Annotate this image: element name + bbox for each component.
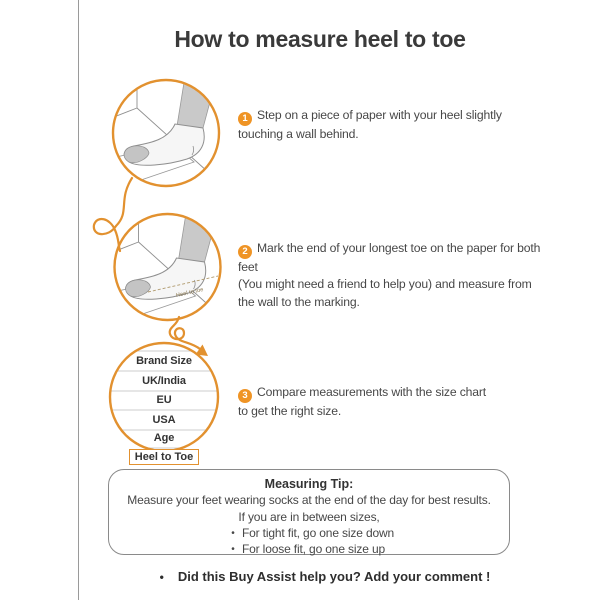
bullet-icon: • [159, 570, 164, 584]
step-1-text: Step on a piece of paper with your heel … [257, 108, 502, 122]
connector-arrowhead-icon [195, 344, 208, 356]
tip-line-1: Measure your feet wearing socks at the e… [127, 493, 491, 507]
scene-step-on-paper [114, 81, 218, 182]
foot-measurement-illustration: Heel to toe [92, 78, 222, 453]
size-chart-row: USA [152, 413, 176, 426]
step-2: 2 Mark the end of your longest toe on the… [238, 240, 553, 311]
connector-step1-step2 [92, 176, 134, 253]
heel-to-toe-row: Heel to Toe [104, 449, 224, 465]
tip-bullet-text: For loose fit, go one size up [241, 541, 386, 556]
measure-dashed-line [147, 275, 219, 293]
step-3-number-badge: 3 [238, 388, 252, 403]
step-2-text: the wall to the marking. [238, 294, 360, 309]
tip-bullet-item: • For loose fit, go one size up [224, 542, 394, 558]
step-1: 1 Step on a piece of paper with your heel… [238, 107, 548, 143]
tip-bullet-text: For tight fit, go one size down [241, 526, 395, 540]
bullet-icon: • [231, 543, 235, 555]
step-2-text: Mark the end of your longest toe on the … [238, 241, 541, 274]
left-border-line [78, 0, 79, 600]
measuring-tip-box: Measuring Tip: Measure your feet wearing… [108, 469, 510, 557]
size-chart-row: Age [153, 432, 175, 444]
footer-note: • Did this Buy Assist help you? Add your… [40, 569, 600, 584]
heel-to-toe-highlight-box: Heel to Toe [128, 449, 200, 465]
step-3-text: to get the right size. [238, 403, 342, 418]
footer-text: Did this Buy Assist help you? Add your c… [177, 569, 491, 584]
bullet-icon: • [231, 528, 235, 539]
step-3: 3 Compare measurements with the size char… [238, 384, 518, 420]
tip-line-2: If you are in between sizes, [238, 510, 380, 524]
step-2-text: (You might need a friend to help you) an… [238, 277, 532, 292]
size-chart-row: UK/India [142, 374, 186, 387]
tip-bullet-list: • For tight fit, go one size down • For lo… [224, 526, 394, 557]
tip-bullet-item: • For tight fit, go one size down [224, 526, 394, 542]
size-chart-row: EU [156, 394, 172, 406]
tip-title: Measuring Tip: [264, 477, 354, 491]
circle-outline-step1 [111, 78, 221, 188]
step-2-number-badge: 2 [238, 244, 252, 259]
scene-mark-toe: Heel to toe [115, 215, 220, 316]
size-chart: Brand Size UK/India EU USA Age Heel to T… [104, 349, 224, 469]
connector-step2-step3 [168, 315, 202, 351]
circle-outline-step2 [113, 212, 222, 322]
page-title: How to measure heel to toe [174, 26, 466, 52]
step-1-text: touching a wall behind. [238, 126, 359, 141]
step-1-number-badge: 1 [238, 111, 252, 126]
size-chart-row: Brand Size [136, 354, 192, 367]
step-3-text: Compare measurements with the size chart [257, 385, 487, 399]
